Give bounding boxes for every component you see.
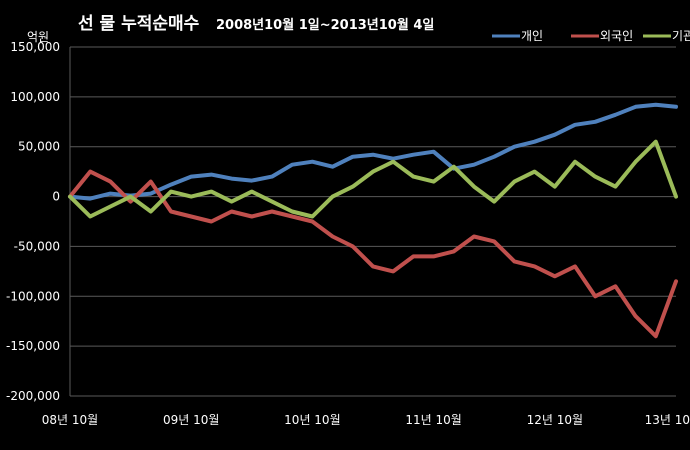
y-tick-label: -150,000 (6, 339, 60, 353)
legend-label: 기관 (672, 29, 690, 43)
series-line-2 (68, 169, 678, 339)
y-tick-label: 150,000 (10, 40, 60, 54)
y-tick-label: 0 (52, 190, 60, 204)
grid (69, 46, 676, 397)
x-tick-label: 09년 10월 (163, 413, 219, 427)
x-tick-label: 10년 10월 (284, 413, 340, 427)
chart-title-main: 선 물 누적순매수 (78, 14, 200, 34)
series-line-1 (68, 102, 678, 201)
x-tick-label: 08년 10월 (42, 413, 98, 427)
y-tick-label: -50,000 (14, 239, 60, 253)
x-tick-label: 13년 10 (645, 413, 690, 427)
y-axis-label: 억원 (27, 30, 49, 44)
y-tick-label: -100,000 (6, 289, 60, 303)
series-line-3 (68, 139, 678, 219)
x-tick-label: 11년 10월 (405, 413, 461, 427)
series-group (68, 102, 678, 339)
legend-label: 외국인 (600, 29, 633, 43)
y-tick-label: 50,000 (18, 140, 60, 154)
x-ticks: 08년 10월 09년 10월 10년 10월 11년 10월 12년 10월 13년 1… (42, 413, 690, 427)
y-tick-label: 100,000 (10, 90, 60, 104)
y-tick-label: -200,000 (6, 389, 60, 403)
legend: 개인 외국인 기관 (492, 29, 690, 43)
y-ticks: 150,000 100,000 50,000 0 -50,000 -100,000 -150… (6, 40, 60, 403)
x-tick-label: 12년 10월 (527, 413, 583, 427)
chart-title-sub: 2008년10월 1일~2013년10월 4일 (216, 17, 434, 33)
legend-label: 개인 (521, 29, 543, 43)
